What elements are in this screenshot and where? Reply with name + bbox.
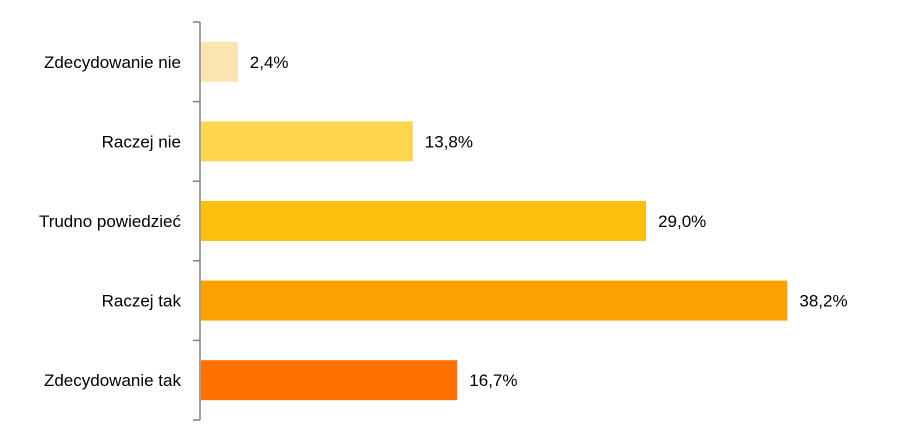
data-label-2: 13,8% <box>425 132 473 151</box>
bar-2 <box>201 121 413 162</box>
category-label-3: Trudno powiedzieć <box>39 212 182 231</box>
category-label-5: Zdecydowanie tak <box>44 371 182 390</box>
bar-5 <box>201 360 458 401</box>
bar-1 <box>201 41 238 82</box>
data-label-3: 29,0% <box>658 212 706 231</box>
data-label-4: 38,2% <box>799 292 847 311</box>
category-label-4: Raczej tak <box>102 292 182 311</box>
labels-group: 2,4% Zdecydowanie nie 13,8% Raczej nie 29,0%… <box>39 53 848 390</box>
category-label-2: Raczej nie <box>102 132 181 151</box>
bar-4 <box>201 280 788 321</box>
bars-group <box>201 41 788 401</box>
category-label-1: Zdecydowanie nie <box>44 53 181 72</box>
category-axis <box>193 21 201 421</box>
data-label-5: 16,7% <box>469 371 517 390</box>
bar-3 <box>201 201 647 241</box>
data-label-1: 2,4% <box>250 53 289 72</box>
